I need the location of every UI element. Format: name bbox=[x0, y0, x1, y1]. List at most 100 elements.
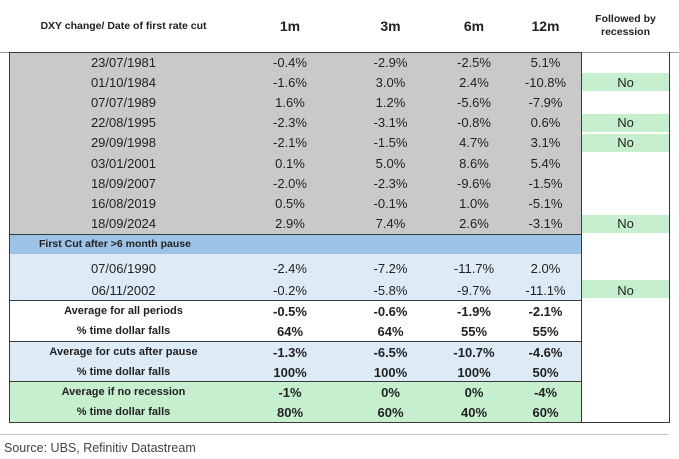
bottom-border bbox=[582, 422, 670, 423]
summary-label: % time dollar falls bbox=[76, 366, 171, 378]
summary-label: % time dollar falls bbox=[76, 406, 171, 418]
row-12m: -3.1% bbox=[528, 216, 563, 232]
row-6m: -2.5% bbox=[457, 54, 491, 70]
row-1m: -2.0% bbox=[273, 175, 307, 191]
summary-3m: -6.5% bbox=[373, 344, 408, 360]
row-recession: No bbox=[617, 115, 634, 131]
row-recession bbox=[582, 257, 669, 279]
summary-row: % time dollar falls 100% 100% 100% 50% bbox=[0, 362, 679, 382]
row-12m: -10.8% bbox=[524, 74, 567, 90]
recession-flag-box bbox=[582, 73, 669, 92]
row-3m: 7.4% bbox=[375, 216, 406, 232]
row-recession: No bbox=[617, 216, 634, 232]
row-6m: 2.4% bbox=[459, 74, 489, 90]
summary-row: Average if no recession -1% 0% 0% -4% bbox=[0, 382, 679, 402]
summary-3m: 100% bbox=[373, 364, 408, 380]
row-3m: -5.8% bbox=[373, 282, 408, 298]
row-3m: -2.3% bbox=[373, 175, 408, 191]
table-row: 01/10/1984 -1.6% 3.0% 2.4% -10.8% No bbox=[0, 72, 679, 92]
row-12m: -5.1% bbox=[528, 195, 563, 211]
summary-6m: 0% bbox=[464, 384, 484, 400]
row-recession: No bbox=[617, 135, 634, 151]
row-3m: 5.0% bbox=[375, 155, 406, 171]
pause-summary-band bbox=[9, 341, 582, 381]
row-3m: -7.2% bbox=[373, 260, 408, 276]
row-12m: 0.6% bbox=[530, 115, 561, 131]
recession-flag-box bbox=[582, 113, 669, 132]
summary-3m: 60% bbox=[377, 404, 404, 420]
table-row: 18/09/2007 -2.0% -2.3% -9.6% -1.5% bbox=[0, 173, 679, 193]
pause-rows-band bbox=[9, 254, 582, 300]
row-1m: -2.4% bbox=[273, 260, 307, 276]
row-1m: -0.2% bbox=[273, 282, 307, 298]
summary-6m: 40% bbox=[460, 404, 488, 420]
rate-cut-rows-band bbox=[9, 52, 582, 234]
row-date: 07/07/1989 bbox=[90, 94, 157, 110]
summary-1m: -0.5% bbox=[273, 303, 307, 319]
row-date: 18/09/2024 bbox=[90, 216, 157, 232]
summary-6m: -1.9% bbox=[457, 303, 491, 319]
row-recession: No bbox=[617, 74, 634, 90]
rate-cut-rows: 23/07/1981 -0.4% -2.9% -2.5% 5.1% 01/10/1984 -… bbox=[0, 52, 679, 234]
row-12m: 5.1% bbox=[530, 54, 561, 70]
row-date: 03/01/2001 bbox=[90, 155, 157, 171]
summary-3m: 0% bbox=[381, 384, 400, 400]
row-12m: -1.5% bbox=[528, 175, 563, 191]
row-3m: -0.1% bbox=[373, 195, 408, 211]
summary-label: % time dollar falls bbox=[76, 325, 171, 337]
summary-3m: 64% bbox=[377, 323, 404, 339]
pause-heading-band bbox=[9, 234, 582, 254]
summary-row: % time dollar falls 80% 60% 40% 60% bbox=[0, 402, 679, 422]
row-6m: -9.7% bbox=[457, 282, 491, 298]
row-recession bbox=[582, 92, 669, 112]
summary-row: Average for cuts after pause -1.3% -6.5%… bbox=[0, 342, 679, 362]
row-date: 06/11/2002 bbox=[91, 282, 156, 298]
summary-6m: 55% bbox=[460, 323, 488, 339]
row-recession bbox=[582, 153, 669, 173]
row-1m: 1.6% bbox=[275, 94, 305, 110]
recession-flag-box bbox=[582, 280, 669, 298]
header-recession: Followed by recession bbox=[595, 13, 656, 38]
row-date: 16/08/2019 bbox=[90, 195, 157, 211]
row-1m: -2.1% bbox=[273, 135, 307, 151]
row-6m: 8.6% bbox=[459, 155, 489, 171]
row-12m: -7.9% bbox=[528, 94, 563, 110]
row-6m: -11.7% bbox=[453, 260, 495, 276]
summary-1m: -1% bbox=[278, 384, 302, 400]
row-3m: -3.1% bbox=[373, 115, 408, 131]
row-3m: -2.9% bbox=[373, 54, 408, 70]
row-1m: -0.4% bbox=[273, 54, 307, 70]
table-row: 07/07/1989 1.6% 1.2% -5.6% -7.9% bbox=[0, 92, 679, 112]
table-row: 23/07/1981 -0.4% -2.9% -2.5% 5.1% bbox=[0, 52, 679, 72]
summary-12m: 55% bbox=[532, 323, 559, 339]
summary-label: Average for cuts after pause bbox=[49, 346, 198, 358]
row-6m: 1.0% bbox=[459, 195, 489, 211]
row-6m: -5.6% bbox=[457, 94, 491, 110]
header-12m: 12m bbox=[531, 18, 560, 34]
row-3m: 3.0% bbox=[375, 74, 406, 90]
no-recession-summary-band bbox=[9, 381, 582, 422]
summary-12m: -2.1% bbox=[528, 303, 563, 319]
summary-label: Average for all periods bbox=[64, 305, 183, 317]
row-recession: No bbox=[617, 282, 634, 298]
summary-1m: 100% bbox=[273, 364, 307, 380]
summary-pause-block: Average for cuts after pause -1.3% -6.5%… bbox=[0, 342, 679, 382]
summary-12m: -4% bbox=[533, 384, 558, 400]
table-row: 29/09/1998 -2.1% -1.5% 4.7% 3.1% No bbox=[0, 133, 679, 153]
summary-6m: -10.7% bbox=[453, 344, 495, 360]
summary-12m: -4.6% bbox=[528, 344, 563, 360]
row-date: 23/07/1981 bbox=[90, 54, 157, 70]
header-3m: 3m bbox=[380, 18, 401, 34]
table-row: 06/11/2002 -0.2% -5.8% -9.7% -11.1% No bbox=[0, 279, 679, 301]
summary-row: % time dollar falls 64% 64% 55% 55% bbox=[0, 321, 679, 341]
summary-label: Average if no recession bbox=[61, 386, 186, 398]
header-1m: 1m bbox=[279, 18, 301, 34]
header-date-column: DXY change/ Date of first rate cut bbox=[40, 20, 207, 32]
pause-heading-row: First Cut after >6 month pause bbox=[0, 234, 679, 254]
summary-row: Average for all periods -0.5% -0.6% -1.9… bbox=[0, 301, 679, 321]
row-1m: -2.3% bbox=[273, 115, 307, 131]
footer-divider bbox=[0, 434, 669, 435]
table-row: 22/08/1995 -2.3% -3.1% -0.8% 0.6% No bbox=[0, 113, 679, 133]
row-12m: 3.1% bbox=[530, 135, 561, 151]
pause-rows: 07/06/1990 -2.4% -7.2% -11.7% 2.0% 06/11/2002… bbox=[0, 257, 679, 301]
